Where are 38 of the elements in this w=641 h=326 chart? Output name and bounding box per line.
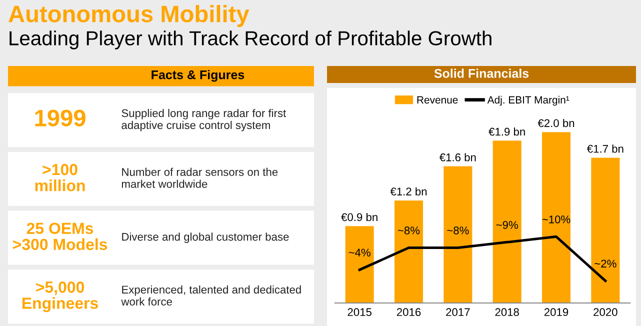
text: Facts & Figures: [152, 70, 244, 82]
text: Number of radar sensors on the market worldwide: [122, 168, 278, 188]
text: 25 OEMs >300 Models: [12, 222, 108, 250]
bar: [492, 140, 522, 303]
text: 1999: [35, 110, 86, 126]
legend-label: Adj. EBIT Margin¹: [487, 96, 570, 106]
data-label: ~4%: [348, 248, 370, 256]
data-label: €1.9 bn: [488, 128, 525, 136]
text: >5,000 Engineers: [22, 282, 98, 312]
text: Supplied long range radar for first adaptive cruise control system: [122, 108, 286, 132]
text: Experienced, talented and dedicated work force: [121, 285, 301, 306]
x-tick-label: 2016: [396, 308, 421, 316]
data-label: €1.7 bn: [586, 144, 624, 153]
bar: [345, 226, 374, 303]
data-label: €2.0 bn: [538, 118, 574, 128]
data-label: ~8%: [398, 226, 420, 234]
text: Autonomous Mobility: [8, 4, 250, 28]
x-tick-label: 2015: [348, 308, 372, 316]
text: >100 million: [35, 164, 85, 192]
bar: [444, 166, 472, 303]
bar: [394, 200, 424, 303]
data-label: ~9%: [496, 221, 518, 229]
text: Diverse and global customer base: [122, 232, 289, 243]
text: Leading Player with Track Record of Profitable Growth: [10, 30, 492, 50]
data-label: ~10%: [542, 215, 570, 224]
data-label: ~8%: [447, 226, 469, 234]
x-tick-label: 2018: [495, 308, 519, 316]
data-label: €1.6 bn: [439, 153, 476, 162]
data-label: ~2%: [594, 260, 616, 268]
data-label: €1.2 bn: [390, 187, 427, 196]
data-label: €0.9 bn: [341, 212, 378, 222]
legend-label: Revenue: [417, 96, 458, 104]
x-tick-label: 2019: [544, 308, 568, 316]
x-tick-label: 2020: [594, 308, 618, 316]
bar: [591, 158, 620, 303]
bar: [542, 132, 571, 303]
x-tick-label: 2017: [446, 308, 470, 316]
chart-title: Solid Financials: [434, 68, 529, 78]
